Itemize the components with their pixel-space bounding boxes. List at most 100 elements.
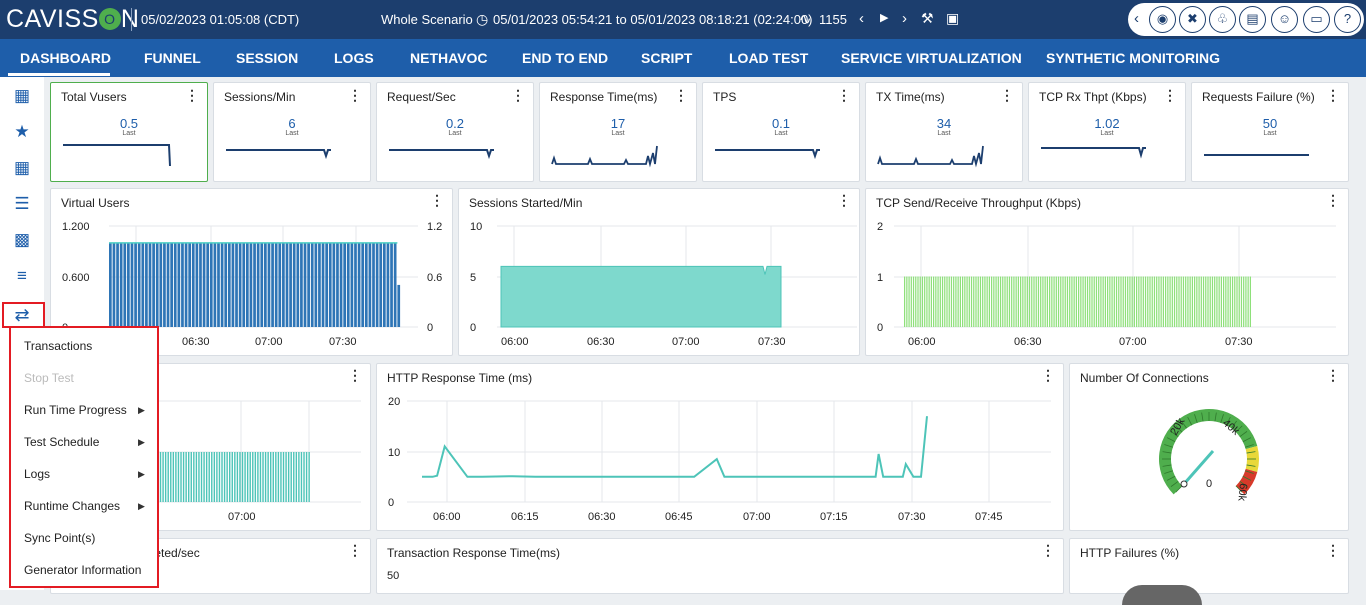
bar: [908, 276, 910, 327]
tools-icon[interactable]: ⚒: [921, 10, 934, 26]
bar: [959, 276, 961, 327]
bar: [984, 276, 986, 327]
menu-item-runtime-changes[interactable]: Runtime Changes: [24, 499, 121, 513]
bar: [912, 276, 915, 327]
y-tick-label: 20: [388, 396, 400, 408]
bar: [962, 276, 964, 327]
kpi-sub: Last: [1100, 130, 1114, 137]
kebab-menu-icon[interactable]: ⋮: [348, 87, 362, 103]
tree-icon[interactable]: ≡: [17, 266, 27, 285]
help-icon[interactable]: ?: [1334, 6, 1361, 33]
kpi-card-tcp-rx[interactable]: TCP Rx Thpt (Kbps) ⋮ 1.02 Last: [1028, 82, 1186, 182]
nav-synthetic-monitoring[interactable]: SYNTHETIC MONITORING: [1046, 50, 1220, 66]
bar: [336, 242, 339, 327]
bar: [1240, 276, 1243, 327]
bar: [390, 242, 393, 327]
x-tick-label: 07:00: [255, 336, 283, 348]
nav-dashboard[interactable]: DASHBOARD: [20, 50, 111, 66]
nav-script[interactable]: SCRIPT: [641, 50, 693, 66]
current-datetime: 05/02/2023 01:05:08 (CDT): [141, 12, 300, 27]
bar: [1107, 276, 1109, 327]
list-icon[interactable]: ☰: [14, 194, 30, 213]
kebab-menu-icon[interactable]: ⋮: [511, 87, 525, 103]
panel-title: HTTP Response Time (ms): [387, 371, 533, 385]
menu-item-test-schedule[interactable]: Test Schedule: [24, 435, 100, 449]
menu-item-generator-information[interactable]: Generator Information: [24, 563, 142, 577]
menu-item-run-time-progress[interactable]: Run Time Progress: [24, 403, 127, 417]
bell-icon[interactable]: ♧: [1209, 6, 1236, 33]
nav-nethavoc[interactable]: NETHAVOC: [410, 50, 488, 66]
kebab-menu-icon[interactable]: ⋮: [1326, 542, 1340, 558]
kebab-menu-icon[interactable]: ⋮: [1041, 542, 1055, 558]
kebab-menu-icon[interactable]: ⋮: [348, 367, 362, 383]
nav-funnel[interactable]: FUNNEL: [144, 50, 201, 66]
kpi-value: 0.5: [119, 116, 139, 131]
bar: [166, 242, 170, 327]
kpi-card-request-sec[interactable]: Request/Sec ⋮ 0.2 Last: [376, 82, 534, 182]
bar: [175, 452, 177, 502]
tablet-icon[interactable]: ▤: [1239, 6, 1266, 33]
nav-session[interactable]: SESSION: [236, 50, 299, 66]
kebab-menu-icon[interactable]: ⋮: [1000, 87, 1014, 103]
kebab-menu-icon[interactable]: ⋮: [430, 192, 444, 208]
bar: [203, 452, 205, 502]
nav-load-test[interactable]: LOAD TEST: [729, 50, 809, 66]
bar: [1017, 276, 1019, 327]
bar: [919, 276, 921, 327]
bar: [1098, 276, 1100, 327]
monitor-icon[interactable]: ▭: [1303, 6, 1330, 33]
bar: [280, 452, 282, 502]
bar: [256, 242, 260, 327]
camera-icon[interactable]: ▣: [946, 10, 960, 26]
nav-logs[interactable]: LOGS: [334, 50, 374, 66]
scenario-label[interactable]: Whole Scenario: [381, 12, 473, 27]
kebab-menu-icon[interactable]: ⋮: [1163, 87, 1177, 103]
calendar-icon[interactable]: ▦: [13, 158, 31, 177]
user-icon[interactable]: ☺: [1271, 6, 1298, 33]
nav-service-virtualization[interactable]: SERVICE VIRTUALIZATION: [841, 50, 1022, 66]
bar: [1178, 276, 1180, 327]
kpi-card-response-time[interactable]: Response Time(ms) ⋮ 17 Last: [539, 82, 697, 182]
kebab-menu-icon[interactable]: ⋮: [1326, 367, 1340, 383]
kpi-card-tps[interactable]: TPS ⋮ 0.1 Last: [702, 82, 860, 182]
chevron-left-icon[interactable]: ‹: [859, 10, 864, 27]
menu-item-logs[interactable]: Logs: [24, 467, 51, 481]
transfer-icon[interactable]: ⇄: [14, 305, 30, 325]
kpi-card-requests-failure[interactable]: Requests Failure (%) ⋮ 50 Last: [1191, 82, 1349, 182]
bar: [1066, 276, 1069, 327]
nav-end-to-end[interactable]: END TO END: [522, 50, 609, 66]
time-range[interactable]: 05/01/2023 05:54:21 to 05/01/2023 08:18:…: [493, 12, 813, 27]
collapse-chevron-icon[interactable]: ‹: [1134, 10, 1139, 27]
kpi-value: 17: [610, 116, 626, 131]
kebab-menu-icon[interactable]: ⋮: [1326, 192, 1340, 208]
paint-bucket-icon[interactable]: ◉: [1149, 6, 1176, 33]
kpi-card-total-vusers[interactable]: Total Vusers ⋮ 0.5 Last: [50, 82, 208, 182]
kebab-menu-icon[interactable]: ⋮: [1326, 87, 1340, 103]
kebab-menu-icon[interactable]: ⋮: [837, 192, 851, 208]
bar: [921, 276, 924, 327]
menu-item-transactions[interactable]: Transactions: [24, 339, 93, 353]
kpi-card-sessions-min[interactable]: Sessions/Min ⋮ 6 Last: [213, 82, 371, 182]
panel-title: Sessions Started/Min: [469, 196, 583, 210]
bar-chart-icon[interactable]: ▩: [13, 230, 31, 249]
grid-icon[interactable]: ▦: [13, 86, 31, 105]
menu-item-sync-points[interactable]: Sync Point(s): [24, 531, 96, 545]
play-icon[interactable]: ▶: [880, 12, 889, 24]
star-icon[interactable]: ★: [14, 122, 30, 141]
wrench-icon[interactable]: ✖: [1179, 6, 1206, 33]
kpi-title: TCP Rx Thpt (Kbps): [1039, 90, 1147, 104]
kebab-menu-icon[interactable]: ⋮: [674, 87, 688, 103]
bar: [264, 242, 267, 327]
bar: [238, 242, 242, 327]
y-tick-label: 50: [387, 570, 400, 582]
chevron-right-icon[interactable]: ›: [902, 10, 907, 27]
bar: [224, 242, 228, 327]
gauge-tick: [1170, 431, 1179, 437]
kpi-card-tx-time[interactable]: TX Time(ms) ⋮ 34 Last: [865, 82, 1023, 182]
bar: [318, 242, 321, 327]
kebab-menu-icon[interactable]: ⋮: [1041, 367, 1055, 383]
kpi-sub: Last: [1263, 130, 1277, 137]
kebab-menu-icon[interactable]: ⋮: [185, 87, 199, 103]
kebab-menu-icon[interactable]: ⋮: [837, 87, 851, 103]
kebab-menu-icon[interactable]: ⋮: [348, 542, 362, 558]
